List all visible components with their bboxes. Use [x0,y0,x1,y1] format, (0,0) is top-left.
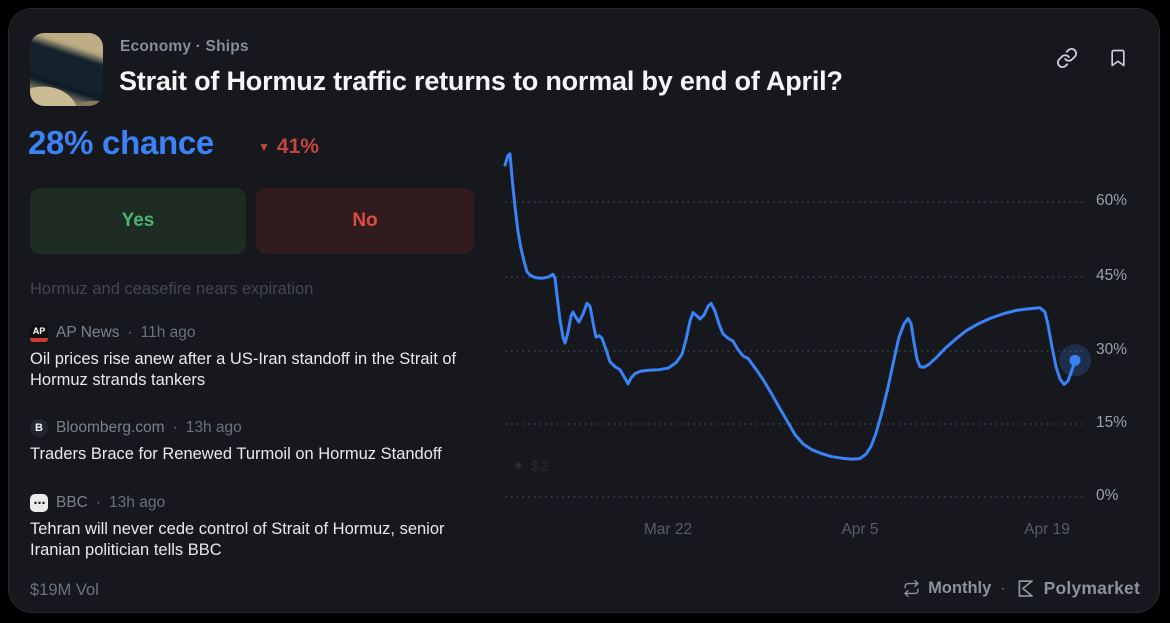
news-time: 13h ago [185,419,242,436]
news-item[interactable]: B Bloomberg.com · 13h ago Traders Brace … [30,419,475,465]
clipped-headline: Hormuz and ceasefire nears expiration [30,280,314,298]
x-axis-tick: Mar 22 [643,521,693,538]
dot-separator: · [127,324,133,341]
news-source: Bloomberg.com [56,419,165,436]
polymarket-brand[interactable]: Polymarket [1015,578,1140,599]
news-source: AP News [56,324,120,341]
news-source-row: B Bloomberg.com · 13h ago [30,419,475,437]
dot-separator: · [172,419,178,436]
news-headline[interactable]: Oil prices rise anew after a US-Iran sta… [30,350,457,389]
news-time: 13h ago [109,494,166,511]
link-icon [1056,47,1078,69]
y-axis-tick: 15% [1096,414,1128,431]
news-source: BBC [56,494,88,511]
y-axis-tick: 45% [1096,267,1128,284]
chance-label: chance [102,124,214,161]
delta-down-icon: ▼ [258,140,270,154]
dot-separator: · [95,494,102,511]
timeframe-toggle[interactable]: Monthly [903,579,991,598]
bloomberg-logo-icon: B [30,419,48,437]
volume-label: $19M Vol [30,581,99,599]
repeat-icon [904,580,919,597]
bookmark-button[interactable] [1105,45,1131,71]
dot-separator: · [1000,579,1006,597]
market-thumbnail[interactable] [30,33,103,106]
news-time: 11h ago [140,324,196,341]
chance-value: 28% [28,124,94,161]
news-list: Hormuz and ceasefire nears expiration AP… [30,280,475,562]
chance-delta: ▼ 41% [258,135,319,159]
polymarket-logo-icon [1018,580,1033,597]
reward-badge: ✦ $2 [512,458,550,475]
ap-news-logo-icon: AP [30,324,48,342]
news-headline[interactable]: Tehran will never cede control of Strait… [30,520,445,559]
delta-value: 41% [276,135,319,158]
breadcrumb[interactable]: Economy · Ships [120,38,249,55]
news-source-row: ⋯ BBC · 13h ago [30,494,475,512]
copy-link-button[interactable] [1054,45,1080,71]
news-headline[interactable]: Traders Brace for Renewed Turmoil on Hor… [30,445,442,463]
footer-right: Monthly · Polymarket [903,578,1140,599]
y-axis-tick: 30% [1096,341,1128,358]
chance-readout: 28% chance [28,124,214,162]
bookmark-icon [1111,49,1125,67]
news-item[interactable]: ⋯ BBC · 13h ago Tehran will never cede c… [30,494,475,561]
news-source-row: AP AP News · 11h ago [30,324,475,342]
x-axis-tick: Apr 19 [1024,521,1070,538]
brand-label: Polymarket [1043,578,1140,598]
yes-button[interactable]: Yes [30,188,246,254]
y-axis-tick: 0% [1096,487,1119,504]
y-axis-tick: 60% [1096,192,1128,209]
no-button[interactable]: No [256,188,474,254]
x-axis-tick: Apr 5 [841,521,879,538]
timeframe-label: Monthly [928,579,992,597]
bbc-logo-icon: ⋯ [30,494,48,512]
news-item[interactable]: AP AP News · 11h ago Oil prices rise ane… [30,324,475,391]
market-title[interactable]: Strait of Hormuz traffic returns to norm… [119,66,843,96]
